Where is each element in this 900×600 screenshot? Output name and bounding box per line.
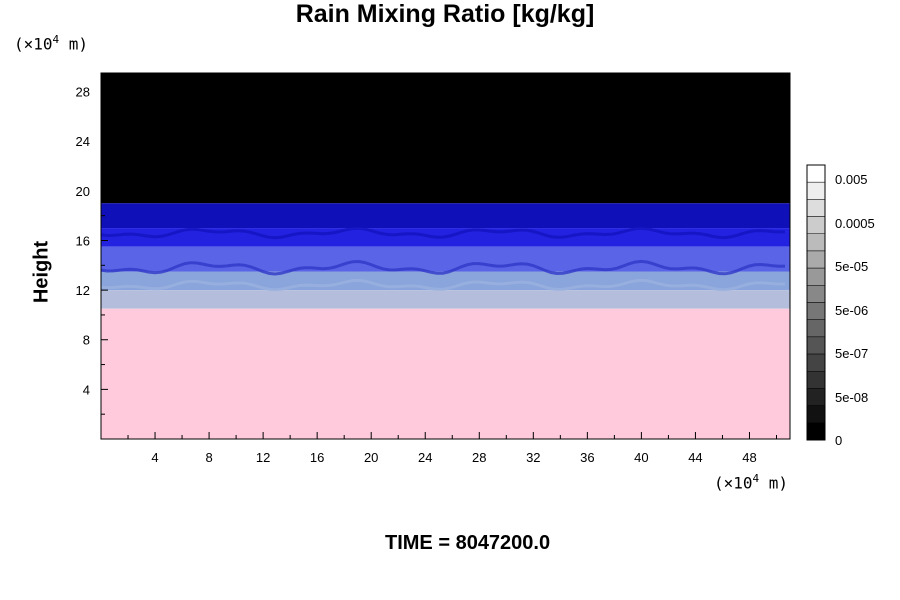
colorbar-label: 5e-08: [835, 390, 868, 405]
y-tick-label: 20: [76, 184, 90, 199]
x-tick-label: 48: [742, 450, 756, 465]
colorbar-cell: [806, 422, 826, 441]
y-tick-label: 8: [83, 333, 90, 348]
x-tick-label: 8: [205, 450, 212, 465]
x-tick-label: 16: [310, 450, 324, 465]
field-texture-1: [100, 278, 786, 292]
colorbar-label: 0: [835, 433, 842, 448]
x-tick-label: 36: [580, 450, 594, 465]
colorbar-label: 5e-07: [835, 346, 868, 361]
x-tick-label: 28: [472, 450, 486, 465]
field-band-6: [101, 308, 790, 439]
time-label: TIME = 8047200.0: [385, 532, 551, 554]
colorbar-cell: [806, 302, 826, 320]
plot-frame: [100, 72, 791, 440]
y-tick-label: 4: [83, 382, 90, 397]
field-band-0: [101, 73, 790, 204]
field-texture-2: [100, 226, 786, 240]
colorbar-label: 0.0005: [835, 216, 875, 231]
x-tick-label: 40: [634, 450, 648, 465]
x-tick-label: 4: [151, 450, 158, 465]
field-band-5: [101, 290, 790, 309]
x-tick-label: 12: [256, 450, 270, 465]
colorbar-label: 0.005: [835, 172, 868, 187]
colorbar-cell: [806, 336, 826, 355]
y-tick-label: 12: [76, 283, 90, 298]
x-tick-label: 20: [364, 450, 378, 465]
colorbar-cell: [806, 319, 826, 338]
colorbar-label: 5e-06: [835, 303, 868, 318]
colorbar-cell: [806, 405, 826, 424]
colorbar-cell: [806, 250, 826, 269]
field-band-1: [101, 203, 790, 229]
chart-title: Rain Mixing Ratio [kg/kg]: [295, 0, 595, 28]
colorbar-frame: [806, 164, 826, 441]
colorbar-cell: [806, 216, 826, 234]
colorbar-cell: [806, 353, 826, 372]
x-unit-label: (×104 m): [714, 472, 789, 493]
colorbar-label: 5e-05: [835, 259, 868, 274]
y-tick-label: 24: [76, 134, 90, 149]
colorbar-cell: [806, 267, 826, 286]
colorbar-cell: [806, 285, 826, 303]
colorbar-cell: [806, 181, 826, 200]
colorbar-cell: [806, 388, 826, 406]
x-tick-label: 44: [688, 450, 702, 465]
colorbar-cell: [806, 233, 826, 252]
y-tick-label: 28: [76, 85, 90, 100]
field-texture-0: [100, 259, 786, 276]
colorbar-cell: [806, 199, 826, 217]
colorbar-cell: [806, 164, 826, 183]
x-tick-label: 24: [418, 450, 432, 465]
colorbar-cell: [806, 371, 826, 389]
y-tick-label: 16: [76, 233, 90, 248]
y-unit-label: (×104 m): [14, 33, 89, 54]
x-tick-label: 32: [526, 450, 540, 465]
